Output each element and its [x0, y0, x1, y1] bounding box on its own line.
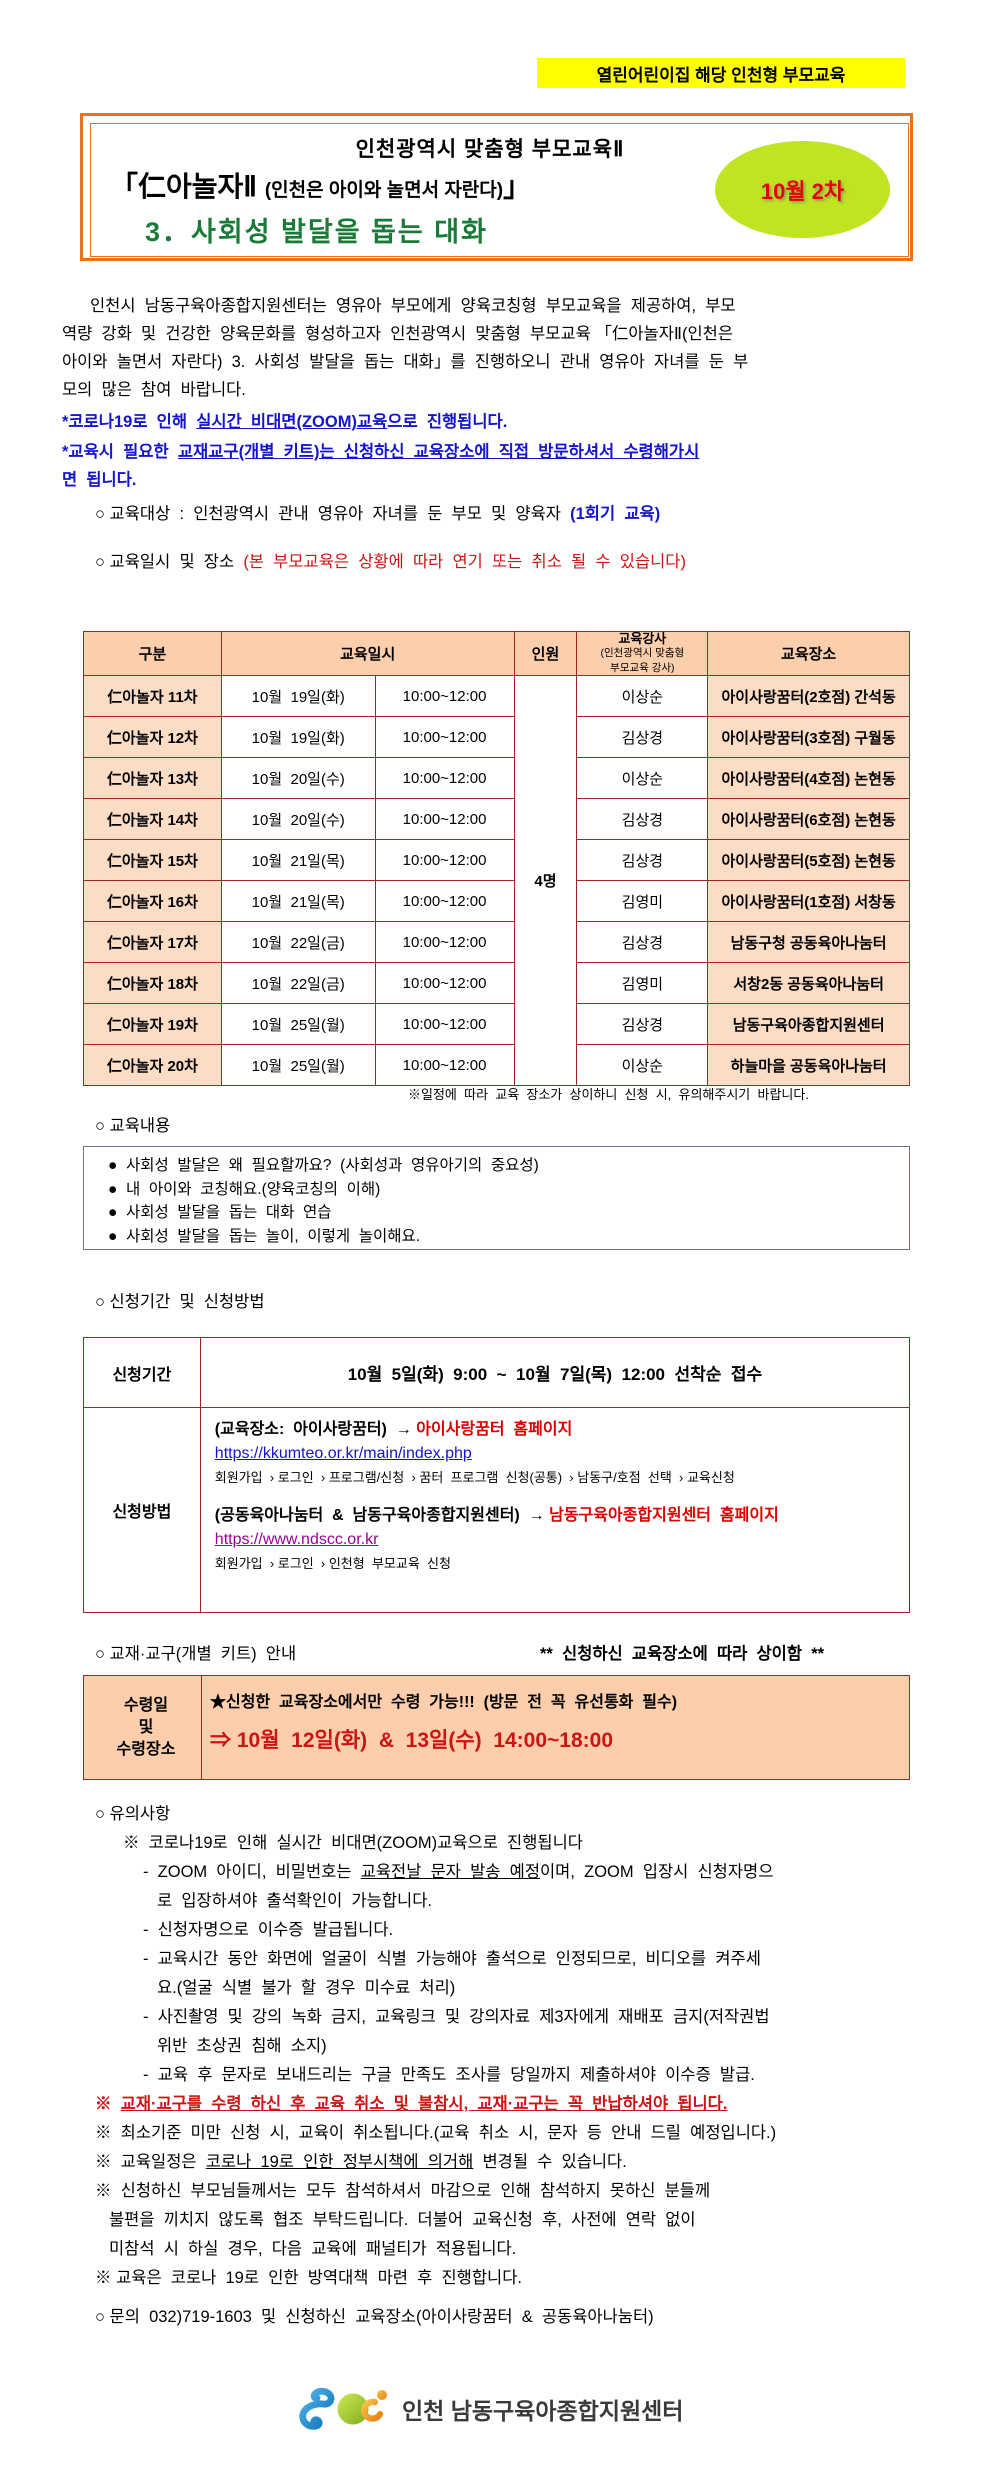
svg-text:인천 남동구육아종합지원센터: 인천 남동구육아종합지원센터: [402, 2398, 683, 2424]
